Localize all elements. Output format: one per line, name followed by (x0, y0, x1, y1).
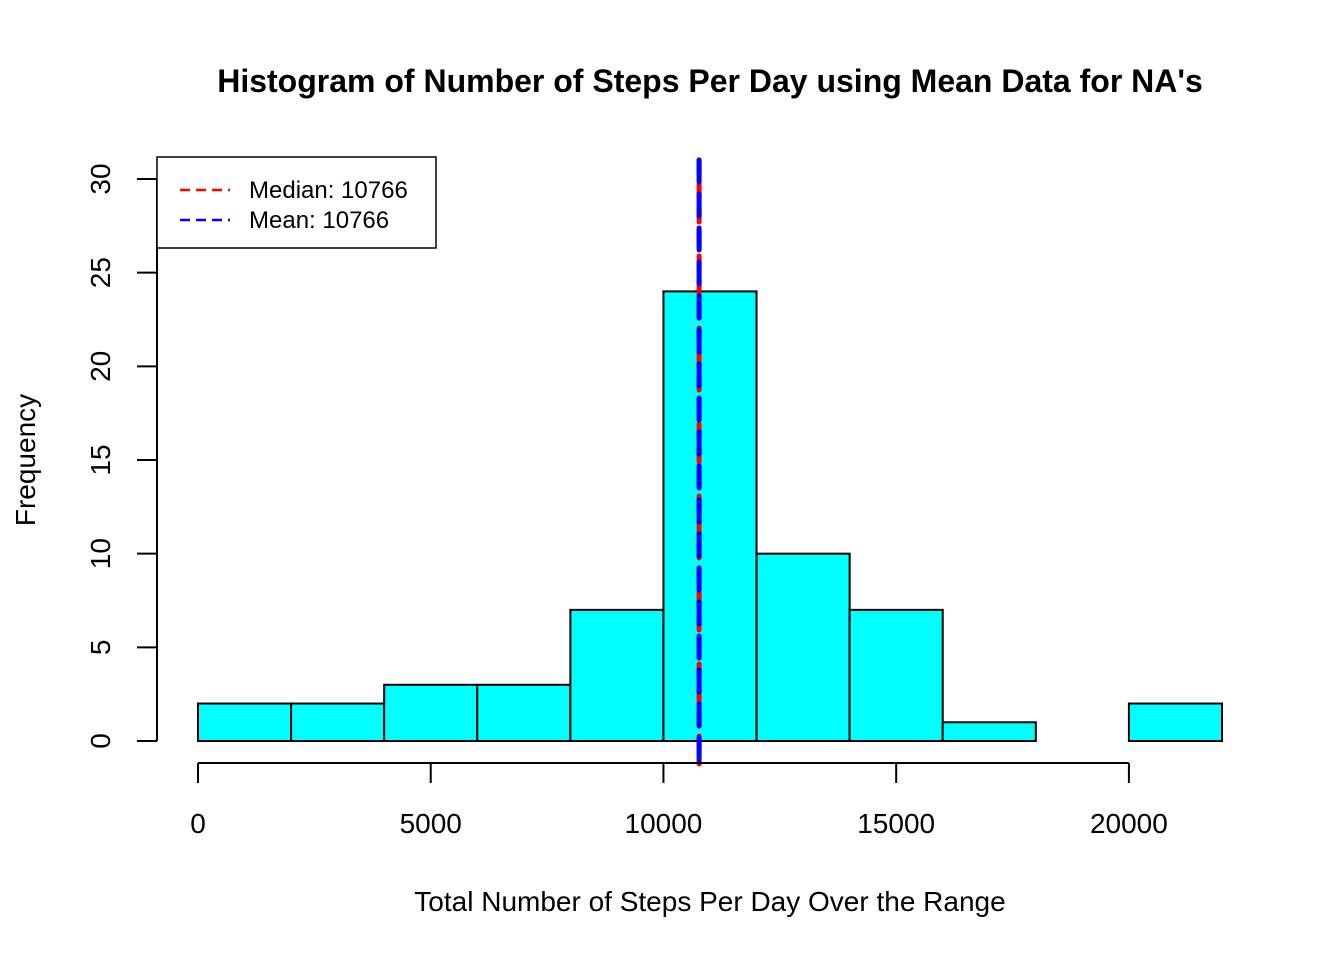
bars-group (197, 290, 1223, 743)
x-axis-label: Total Number of Steps Per Day Over the R… (414, 886, 1005, 917)
legend-entry: Median: 10766 (249, 177, 408, 204)
legend-box (156, 156, 437, 249)
histogram-bar (1127, 702, 1223, 742)
y-tick-label: 20 (85, 351, 116, 382)
y-tick-label: 10 (85, 538, 116, 569)
y-axis-label: Frequency (10, 394, 41, 526)
x-tick-label: 10000 (625, 808, 703, 839)
y-tick-label: 30 (85, 163, 116, 194)
legend-entry: Mean: 10766 (249, 207, 389, 234)
histogram-bar (848, 608, 944, 742)
histogram-bar (383, 683, 479, 742)
histogram-bar (569, 608, 665, 742)
y-tick-label: 5 (85, 640, 116, 656)
y-tick-label: 15 (85, 444, 116, 475)
x-tick-label: 0 (190, 808, 206, 839)
histogram-bar (941, 721, 1037, 742)
x-tick-label: 5000 (400, 808, 462, 839)
histogram-bar (197, 702, 293, 742)
histogram-bar (290, 702, 386, 742)
chart-title: Histogram of Number of Steps Per Day usi… (217, 63, 1203, 99)
x-axis: 0 5000 10000 15000 20000 (190, 762, 1168, 839)
histogram-bar (476, 683, 572, 742)
y-axis: 0 5 10 15 20 25 30 (85, 163, 158, 749)
y-tick-label: 0 (85, 733, 116, 749)
histogram-bar (755, 552, 851, 743)
y-tick-label: 25 (85, 257, 116, 288)
x-tick-label: 20000 (1090, 808, 1168, 839)
x-tick-label: 15000 (857, 808, 935, 839)
legend: Median: 10766 Mean: 10766 (156, 156, 437, 249)
histogram-bar (662, 290, 758, 742)
